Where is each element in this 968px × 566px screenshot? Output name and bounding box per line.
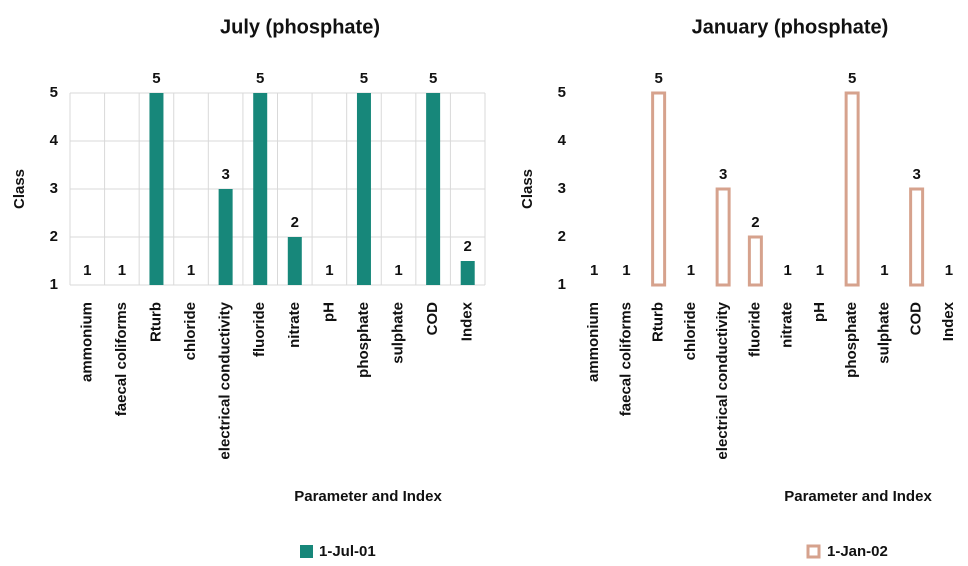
- bar: [651, 91, 667, 287]
- x-tick-label: sulphate: [875, 302, 892, 364]
- y-tick-label: 4: [558, 132, 567, 149]
- data-label: 1: [880, 262, 888, 279]
- data-label: 2: [751, 214, 759, 231]
- bar: [218, 189, 233, 285]
- x-tick-label: fluoride: [746, 302, 763, 357]
- chart-title: July (phosphate): [220, 16, 380, 38]
- data-label: 3: [912, 166, 920, 183]
- data-label: 1: [394, 262, 402, 279]
- x-tick-label: electrical conductivity: [714, 301, 731, 459]
- y-tick-label: 3: [558, 180, 566, 197]
- data-label: 1: [187, 262, 195, 279]
- x-tick-label: ammonium: [585, 302, 602, 382]
- x-axis-label: Parameter and Index: [294, 488, 442, 505]
- y-axis-label: Class: [519, 169, 536, 209]
- data-label: 2: [464, 238, 472, 255]
- x-tick-label: fluoride: [251, 302, 268, 357]
- legend-swatch: [806, 544, 821, 559]
- x-tick-label: chloride: [182, 302, 199, 360]
- bar: [460, 261, 475, 285]
- x-tick-label: pH: [811, 302, 828, 322]
- data-label: 3: [221, 166, 229, 183]
- x-tick-label: COD: [908, 302, 925, 336]
- data-label: 1: [622, 262, 630, 279]
- data-label: 5: [654, 70, 662, 87]
- x-axis-label: Parameter and Index: [784, 488, 932, 505]
- x-tick-label: Index: [459, 301, 476, 341]
- legend-swatch: [300, 545, 313, 558]
- x-tick-label: nitrate: [286, 302, 303, 348]
- data-label: 1: [590, 262, 598, 279]
- data-label: 1: [783, 262, 791, 279]
- bar: [287, 237, 302, 285]
- y-axis-label: Class: [11, 169, 28, 209]
- data-label: 1: [83, 262, 91, 279]
- data-label: 1: [325, 262, 333, 279]
- x-tick-label: faecal coliforms: [617, 302, 634, 416]
- bar: [149, 93, 164, 285]
- data-label: 1: [816, 262, 824, 279]
- x-tick-label: sulphate: [390, 302, 407, 364]
- legend-label: 1-Jan-02: [827, 543, 888, 560]
- x-tick-label: electrical conductivity: [217, 301, 234, 459]
- x-tick-label: Index: [940, 301, 957, 341]
- data-label: 5: [360, 70, 368, 87]
- data-label: 1: [687, 262, 695, 279]
- y-tick-label: 3: [50, 180, 58, 197]
- x-tick-label: Rturb: [650, 302, 667, 342]
- legend-label: 1-Jul-01: [319, 543, 376, 560]
- x-tick-label: pH: [320, 302, 337, 322]
- y-tick-label: 5: [50, 84, 58, 101]
- x-tick-label: Rturb: [147, 302, 164, 342]
- data-label: 3: [719, 166, 727, 183]
- x-tick-label: COD: [424, 302, 441, 336]
- bar: [715, 187, 731, 287]
- bar: [356, 93, 371, 285]
- data-label: 5: [429, 70, 437, 87]
- y-tick-label: 2: [558, 228, 566, 245]
- x-tick-label: ammonium: [78, 302, 95, 382]
- bar: [844, 91, 860, 287]
- data-label: 1: [945, 262, 953, 279]
- y-tick-label: 5: [558, 84, 566, 101]
- data-label: 5: [256, 70, 264, 87]
- y-tick-label: 2: [50, 228, 58, 245]
- data-label: 5: [848, 70, 856, 87]
- bar: [253, 93, 268, 285]
- x-tick-label: phosphate: [843, 302, 860, 378]
- data-label: 2: [291, 214, 299, 231]
- y-tick-label: 4: [50, 132, 59, 149]
- x-tick-label: faecal coliforms: [113, 302, 130, 416]
- bar: [426, 93, 441, 285]
- x-tick-label: phosphate: [355, 302, 372, 378]
- data-label: 5: [152, 70, 160, 87]
- y-tick-label: 1: [558, 276, 566, 293]
- y-tick-label: 1: [50, 276, 58, 293]
- x-tick-label: chloride: [682, 302, 699, 360]
- bar: [747, 235, 763, 287]
- chart-title: January (phosphate): [692, 16, 889, 38]
- data-label: 1: [118, 262, 126, 279]
- x-tick-label: nitrate: [779, 302, 796, 348]
- bar: [909, 187, 925, 287]
